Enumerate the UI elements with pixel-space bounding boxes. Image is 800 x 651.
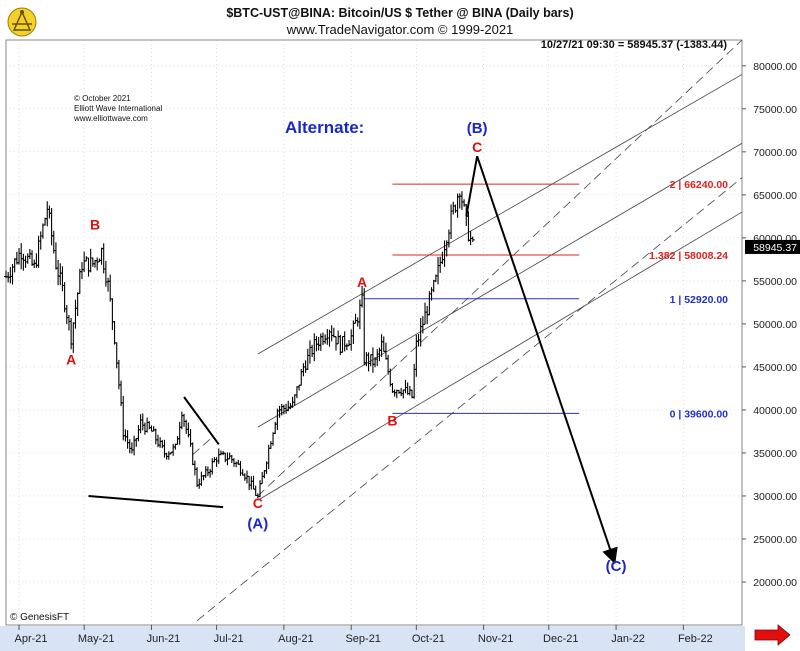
y-axis: 20000.00 25000.00 30000.00 35000.00 40000.00…	[742, 61, 800, 589]
wave-label: B	[387, 412, 397, 428]
x-tick-label: Jul-21	[214, 633, 244, 645]
price-bars	[4, 191, 475, 499]
projection-arrow	[465, 155, 479, 217]
x-tick-label: Sep-21	[345, 633, 380, 645]
annotation-lines	[88, 155, 618, 565]
x-tick-label: Jan-22	[611, 633, 645, 645]
y-tick-label: 35000.00	[753, 448, 797, 460]
fib-level-label: 0 | 39600.00	[670, 408, 729, 420]
plot-frame	[5, 39, 743, 626]
credit-copyright: © October 2021	[74, 94, 131, 103]
vendor-credit: © GenesisFT	[10, 612, 69, 623]
wave-label: (A)	[247, 516, 268, 533]
last-bar-readout: 10/27/21 09:30 = 58945.37 (-1383.44)	[541, 39, 728, 51]
x-tick-label: Feb-22	[678, 633, 713, 645]
y-tick-label: 65000.00	[753, 190, 797, 202]
y-tick-label: 80000.00	[753, 61, 797, 73]
wave-label: (C)	[606, 558, 627, 575]
x-axis: Apr-21 May-21 Jun-21 Jul-21 Aug-21 Sep-21 Oct-…	[0, 625, 745, 651]
dashed-channel-line	[196, 177, 743, 622]
chart-subtitle: www.TradeNavigator.com © 1999-2021	[286, 22, 514, 37]
triangle-boundary-line	[183, 396, 220, 445]
wave-label: (B)	[467, 120, 488, 137]
wave-label: B	[90, 216, 100, 232]
y-tick-label: 70000.00	[753, 147, 797, 159]
projection-arrow	[476, 155, 618, 565]
last-price-label: 58945.37	[753, 242, 797, 254]
grid	[6, 40, 742, 625]
wave-label: C	[253, 495, 263, 511]
scroll-right-arrow-icon[interactable]	[754, 624, 791, 646]
dashed-channel-line	[192, 438, 211, 455]
wave-label: A	[357, 274, 367, 290]
x-axis-band	[0, 626, 745, 651]
channel-lines	[192, 39, 743, 622]
channel-line	[257, 142, 743, 428]
x-tick-label: Apr-21	[15, 633, 48, 645]
fib-level-label: 1 | 52920.00	[670, 294, 729, 306]
x-tick-label: Jun-21	[147, 633, 181, 645]
credit-website: www.elliottwave.com	[73, 114, 148, 123]
y-tick-label: 20000.00	[753, 577, 797, 589]
credit-company: Elliott Wave International	[74, 104, 162, 113]
x-tick-label: Nov-21	[478, 633, 513, 645]
wave-label: C	[472, 139, 482, 155]
channel-line	[257, 211, 743, 501]
chart-title: $BTC-UST@BINA: Bitcoin/US $ Tether @ BIN…	[226, 6, 573, 20]
y-tick-label: 40000.00	[753, 405, 797, 417]
y-tick-label: 50000.00	[753, 319, 797, 331]
triangle-boundary-line	[88, 494, 224, 509]
fib-level-label: 1.382 | 58008.24	[649, 250, 728, 262]
y-tick-label: 25000.00	[753, 534, 797, 546]
y-tick-label: 45000.00	[753, 362, 797, 374]
y-tick-label: 75000.00	[753, 104, 797, 116]
last-price-marker	[745, 239, 800, 254]
channel-line	[257, 74, 743, 355]
x-tick-label: May-21	[78, 633, 115, 645]
y-tick-label: 30000.00	[753, 491, 797, 503]
dashed-channel-line	[257, 39, 743, 497]
x-tick-label: Oct-21	[412, 633, 445, 645]
wave-labels: A B C (A) A B C (B) (C)	[66, 120, 626, 575]
x-tick-label: Dec-21	[543, 633, 578, 645]
y-tick-label: 55000.00	[753, 276, 797, 288]
trade-navigator-logo	[7, 7, 37, 37]
fib-level-label: 2 | 66240.00	[670, 179, 729, 191]
alternate-annotation: Alternate:	[285, 118, 364, 137]
wave-label: A	[66, 351, 76, 367]
x-tick-label: Aug-21	[278, 633, 313, 645]
